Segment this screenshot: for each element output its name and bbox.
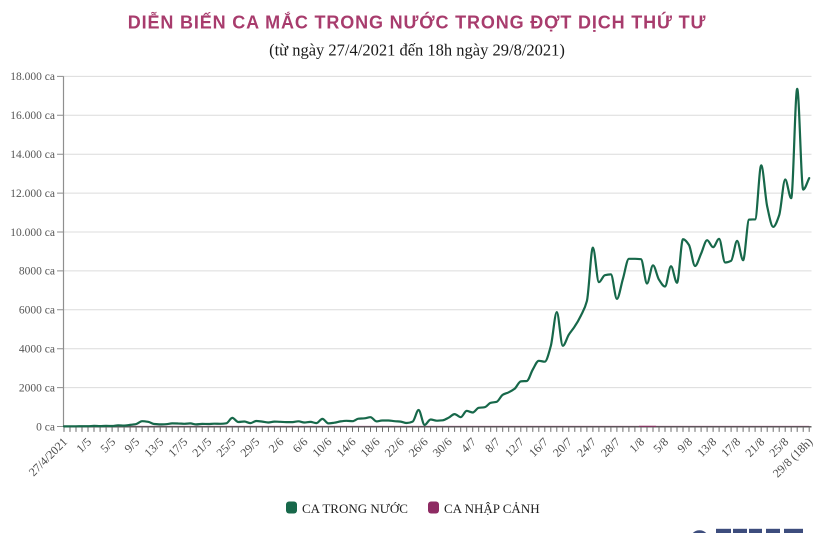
- svg-text:18.000 ca: 18.000 ca: [10, 71, 55, 83]
- svg-text:DIỄN BIẾN CA MẮC TRONG NƯỚC TR: DIỄN BIẾN CA MẮC TRONG NƯỚC TRONG ĐỢT DỊ…: [128, 12, 706, 33]
- svg-text:2000 ca: 2000 ca: [19, 382, 55, 394]
- svg-text:14.000 ca: 14.000 ca: [10, 149, 55, 161]
- svg-text:8000 ca: 8000 ca: [19, 266, 55, 278]
- svg-text:12.000 ca: 12.000 ca: [10, 188, 55, 200]
- svg-text:(từ ngày 27/4/2021 đến 18h ngà: (từ ngày 27/4/2021 đến 18h ngày 29/8/202…: [269, 41, 565, 60]
- svg-text:CA TRONG NƯỚC: CA TRONG NƯỚC: [302, 501, 408, 516]
- svg-text:0 ca: 0 ca: [36, 421, 55, 433]
- svg-text:6000 ca: 6000 ca: [19, 305, 55, 317]
- svg-text:CA NHẬP CẢNH: CA NHẬP CẢNH: [444, 501, 540, 516]
- svg-text:4000 ca: 4000 ca: [19, 344, 55, 356]
- svg-text:10.000 ca: 10.000 ca: [10, 227, 55, 239]
- svg-text:16.000 ca: 16.000 ca: [10, 110, 55, 122]
